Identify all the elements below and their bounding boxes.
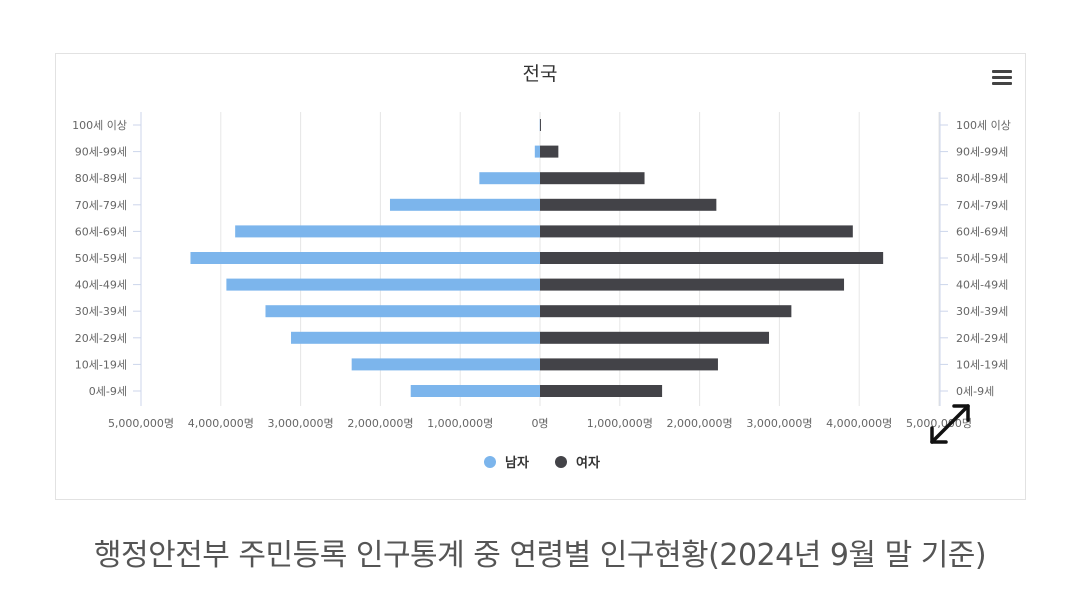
y-tick-label-left: 90세-99세 bbox=[75, 146, 127, 159]
y-tick-label-left: 50세-59세 bbox=[75, 252, 127, 265]
chart-title: 전국 bbox=[523, 63, 558, 85]
y-tick-label-right: 10세-19세 bbox=[956, 358, 1008, 371]
expand-arrows-icon bbox=[930, 404, 970, 444]
legend-marker bbox=[555, 456, 567, 468]
y-tick-label-left: 70세-79세 bbox=[75, 199, 127, 212]
bar-male[interactable] bbox=[534, 145, 540, 158]
y-tick-label-left: 80세-89세 bbox=[75, 172, 127, 185]
y-tick-label-left: 40세-49세 bbox=[75, 279, 127, 292]
bar-female[interactable] bbox=[540, 305, 792, 318]
y-tick-label-left: 100세 이상 bbox=[72, 119, 127, 132]
bar-male[interactable] bbox=[479, 172, 540, 185]
x-tick-label: 4,000,000명 bbox=[826, 417, 892, 430]
x-tick-label: 5,000,000명 bbox=[108, 417, 174, 430]
bar-female[interactable] bbox=[540, 172, 645, 185]
legend-marker bbox=[484, 456, 496, 468]
x-tick-label: 4,000,000명 bbox=[188, 417, 254, 430]
y-tick-label-right: 100세 이상 bbox=[956, 119, 1011, 132]
bar-female[interactable] bbox=[540, 278, 845, 291]
y-tick-label-right: 40세-49세 bbox=[956, 279, 1008, 292]
y-tick-label-right: 20세-29세 bbox=[956, 332, 1008, 345]
legend-label: 여자 bbox=[576, 455, 600, 471]
y-tick-label-left: 20세-29세 bbox=[75, 332, 127, 345]
x-tick-label: 3,000,000명 bbox=[746, 417, 812, 430]
bar-female[interactable] bbox=[540, 145, 559, 158]
y-tick-label-left: 60세-69세 bbox=[75, 225, 127, 238]
bar-female[interactable] bbox=[540, 358, 718, 371]
legend[interactable]: 남자 여자 bbox=[484, 455, 600, 471]
chart-menu-button[interactable] bbox=[992, 70, 1012, 86]
bar-male[interactable] bbox=[265, 305, 540, 318]
legend-item-female[interactable]: 여자 bbox=[555, 455, 600, 471]
x-tick-label: 1,000,000명 bbox=[427, 417, 493, 430]
x-tick-label: 2,000,000명 bbox=[347, 417, 413, 430]
axes: 5,000,000명 4,000,000명 3,000,000명 2,000,000명… bbox=[72, 112, 1011, 430]
y-tick-label-right: 70세-79세 bbox=[956, 199, 1008, 212]
y-tick-label-right: 60세-69세 bbox=[956, 225, 1008, 238]
bar-male[interactable] bbox=[389, 198, 540, 211]
y-tick-label-left: 10세-19세 bbox=[75, 358, 127, 371]
x-tick-label: 3,000,000명 bbox=[268, 417, 334, 430]
bar-male[interactable] bbox=[235, 225, 540, 238]
y-tick-label-right: 90세-99세 bbox=[956, 146, 1008, 159]
y-tick-label-right: 80세-89세 bbox=[956, 172, 1008, 185]
y-tick-label-right: 0세-9세 bbox=[956, 385, 994, 398]
y-tick-label-right: 50세-59세 bbox=[956, 252, 1008, 265]
bar-male[interactable] bbox=[190, 252, 540, 264]
bar-female[interactable] bbox=[540, 385, 663, 397]
hamburger-menu-icon bbox=[992, 70, 1012, 73]
y-tick-label-right: 30세-39세 bbox=[956, 305, 1008, 318]
bar-male[interactable] bbox=[351, 358, 540, 371]
legend-label: 남자 bbox=[505, 455, 529, 471]
legend-item-male[interactable]: 남자 bbox=[484, 455, 529, 471]
bar-female[interactable] bbox=[540, 225, 853, 238]
x-tick-label: 2,000,000명 bbox=[667, 417, 733, 430]
bar-male[interactable] bbox=[410, 385, 540, 397]
y-tick-label-left: 30세-39세 bbox=[75, 305, 127, 318]
y-tick-label-left: 0세-9세 bbox=[89, 385, 127, 398]
bar-male[interactable] bbox=[291, 331, 540, 344]
bars bbox=[190, 119, 884, 397]
x-tick-label: 1,000,000명 bbox=[587, 417, 653, 430]
expand-button[interactable] bbox=[924, 398, 976, 450]
x-tick-label: 0명 bbox=[531, 417, 548, 430]
bar-female[interactable] bbox=[540, 198, 717, 211]
bar-female[interactable] bbox=[540, 119, 541, 131]
figure-caption: 행정안전부 주민등록 인구통계 중 연령별 인구현황(2024년 9월 말 기준… bbox=[93, 538, 987, 573]
bar-male[interactable] bbox=[226, 278, 541, 291]
bar-female[interactable] bbox=[540, 252, 884, 264]
bar-female[interactable] bbox=[540, 331, 770, 344]
